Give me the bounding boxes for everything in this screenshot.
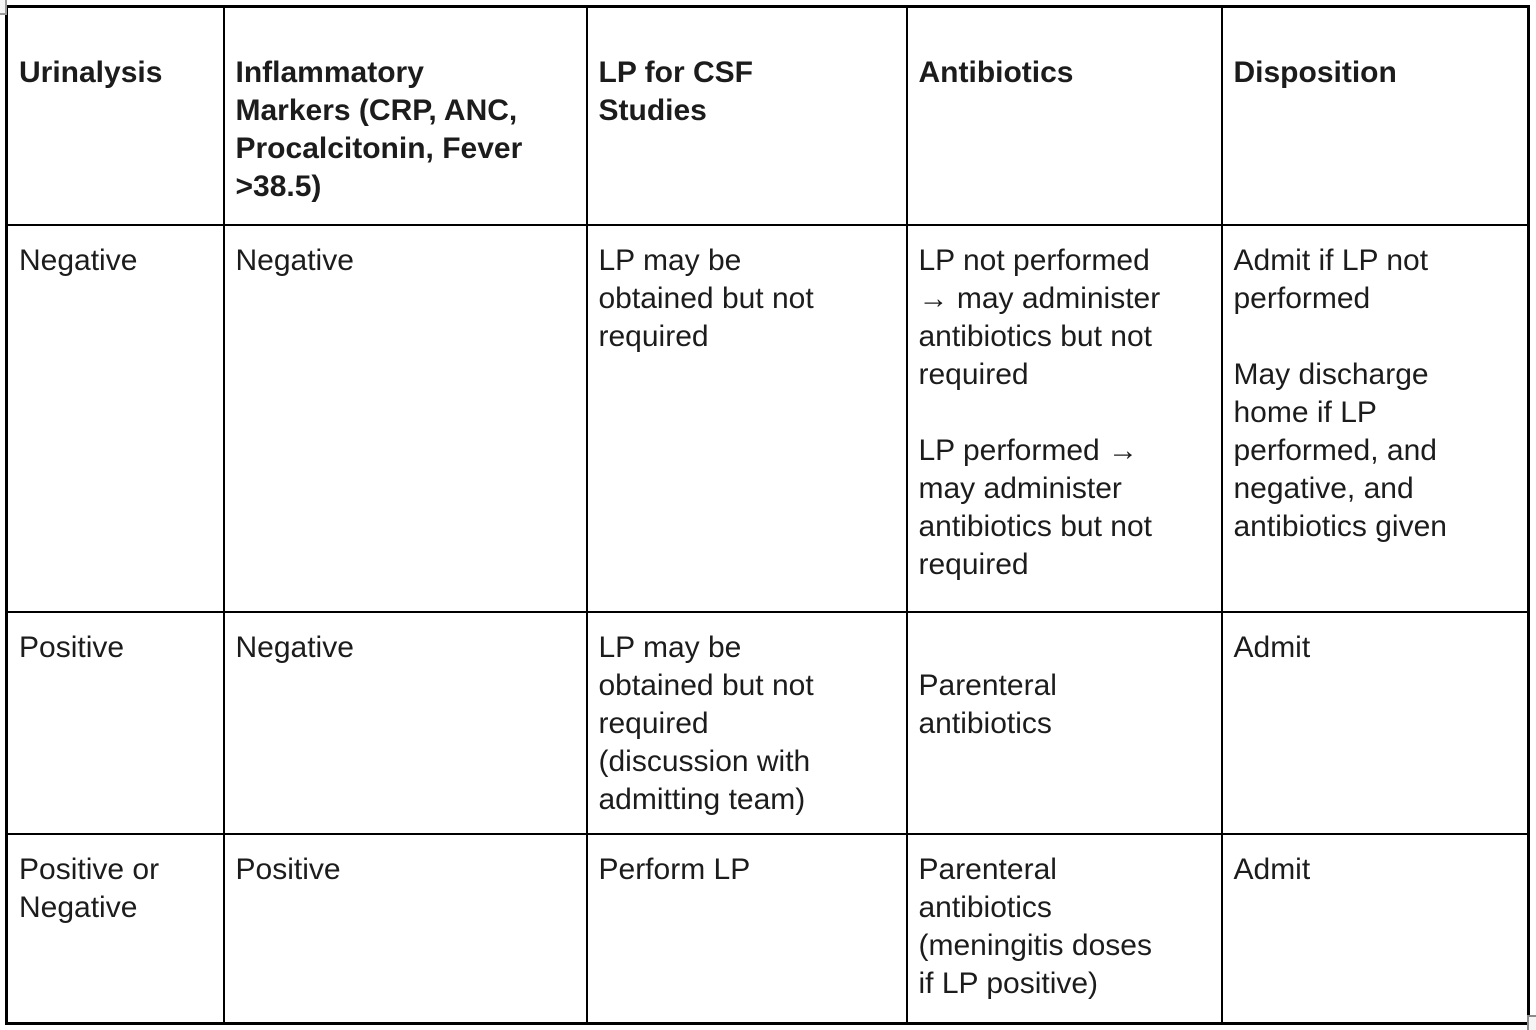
column-header-urinalysis: Urinalysis [5,5,225,226]
column-header-antibiotics: Antibiotics [905,5,1223,226]
table-row-any-positive: Positive or Negative Positive Perform LP… [5,832,1530,1025]
cell-urinalysis: Positive or Negative [5,832,225,1025]
cell-lp-for-csf-studies: LP may be obtained but not required (dis… [585,610,908,835]
cell-inflammatory-markers: Negative [222,223,588,613]
cell-antibiotics: Parenteral antibiotics [905,610,1223,835]
column-header-lp-for-csf-studies: LP for CSF Studies [585,5,908,226]
header-row: Urinalysis Inflammatory Markers (CRP, AN… [5,5,1530,226]
column-header-disposition: Disposition [1220,5,1530,226]
cell-lp-for-csf-studies: LP may be obtained but not required [585,223,908,613]
cell-inflammatory-markers: Positive [222,832,588,1025]
column-header-inflammatory-markers: Inflammatory Markers (CRP, ANC, Procalci… [222,5,588,226]
cell-disposition: Admit if LP not performed May discharge … [1220,223,1530,613]
cell-antibiotics: Parenteral antibiotics (meningitis doses… [905,832,1223,1025]
cell-urinalysis: Positive [5,610,225,835]
table-row-negative-negative: Negative Negative LP may be obtained but… [5,223,1530,613]
cell-urinalysis: Negative [5,223,225,613]
cell-disposition: Admit [1220,832,1530,1025]
cell-lp-for-csf-studies: Perform LP [585,832,908,1025]
cell-antibiotics: LP not performed → may administer antibi… [905,223,1223,613]
clinical-decision-table: Urinalysis Inflammatory Markers (CRP, AN… [5,5,1530,1025]
cell-disposition: Admit [1220,610,1530,835]
cell-inflammatory-markers: Negative [222,610,588,835]
table-row-positive-negative: Positive Negative LP may be obtained but… [5,610,1530,835]
